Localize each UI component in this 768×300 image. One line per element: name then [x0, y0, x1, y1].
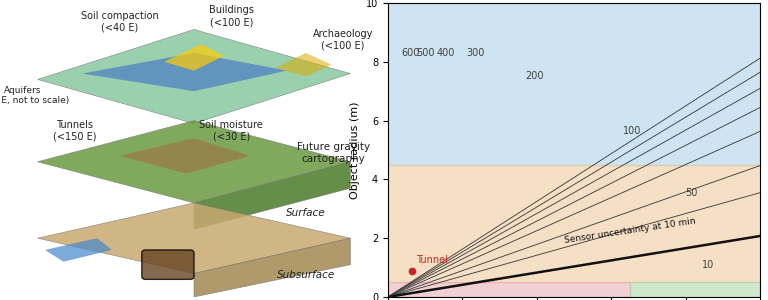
Text: Buildings
(<100 E): Buildings (<100 E) — [209, 5, 253, 27]
Text: 500: 500 — [416, 48, 435, 58]
Polygon shape — [38, 203, 350, 274]
FancyBboxPatch shape — [142, 250, 194, 279]
Polygon shape — [120, 138, 250, 173]
Text: 100: 100 — [623, 126, 641, 136]
Polygon shape — [45, 238, 112, 262]
Text: Surface: Surface — [286, 208, 326, 218]
Polygon shape — [276, 53, 332, 76]
Text: 10: 10 — [702, 260, 714, 270]
Text: Soil moisture
(<30 E): Soil moisture (<30 E) — [200, 120, 263, 142]
Polygon shape — [82, 53, 287, 91]
Polygon shape — [38, 29, 350, 124]
Polygon shape — [194, 238, 350, 297]
Polygon shape — [164, 44, 223, 70]
Polygon shape — [38, 121, 350, 203]
Text: 50: 50 — [685, 188, 697, 198]
Text: 600: 600 — [402, 48, 420, 58]
Y-axis label: Object radius (m): Object radius (m) — [350, 101, 360, 199]
Text: Future gravity
cartography: Future gravity cartography — [297, 142, 370, 164]
Text: 200: 200 — [525, 71, 545, 82]
Text: 300: 300 — [466, 48, 485, 58]
Text: Soil compaction
(<40 E): Soil compaction (<40 E) — [81, 11, 158, 33]
Text: Tunnels
(<150 E): Tunnels (<150 E) — [53, 120, 97, 142]
Text: Aquifers
(<20 E, not to scale): Aquifers (<20 E, not to scale) — [0, 86, 69, 105]
Text: Tunnel: Tunnel — [416, 255, 449, 265]
Text: Subsurface: Subsurface — [276, 270, 335, 280]
Text: 400: 400 — [436, 48, 455, 58]
Text: Sensor uncertainty at 10 min: Sensor uncertainty at 10 min — [564, 216, 696, 245]
Text: Archaeology
(<100 E): Archaeology (<100 E) — [313, 29, 373, 50]
Polygon shape — [194, 162, 350, 230]
